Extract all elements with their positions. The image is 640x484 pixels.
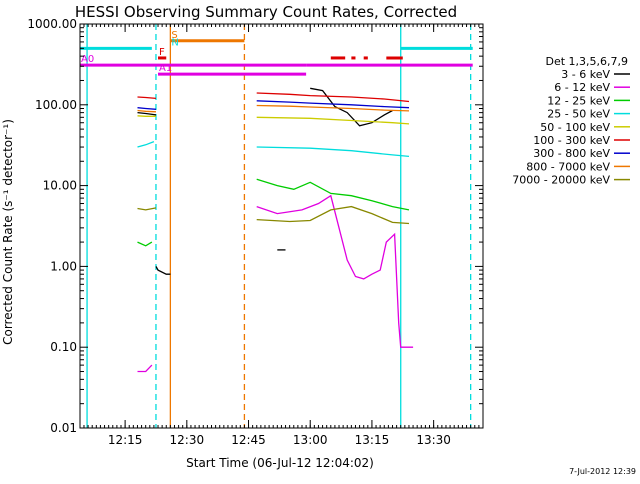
legend-entry-label: 25 - 50 keV (547, 108, 610, 121)
x-tick-label: 12:30 (170, 433, 205, 447)
series-line (137, 115, 156, 117)
series-line (137, 207, 157, 211)
legend-title: Det 1,3,5,6,7,9 (545, 55, 628, 68)
legend-entry-label: 800 - 7000 keV (526, 160, 610, 173)
y-axis-label: Corrected Count Rate (s⁻¹ detector⁻¹) (1, 119, 15, 345)
legend-entry-label: 7000 - 20000 keV (512, 174, 610, 187)
x-tick-label: 13:00 (293, 433, 328, 447)
series-line (155, 266, 171, 275)
series-line (256, 100, 410, 109)
x-tick-label: 12:15 (108, 433, 143, 447)
series-line (137, 96, 157, 100)
legend-entry-label: 6 - 12 keV (554, 81, 610, 94)
x-axis-label: Start Time (06-Jul-12 12:04:02) (186, 456, 374, 470)
series-line (137, 109, 157, 113)
legend-entry-label: 3 - 6 keV (561, 68, 610, 81)
series-line (256, 146, 410, 158)
series-line (137, 241, 153, 247)
series-line (256, 104, 410, 112)
series-line (137, 111, 157, 116)
flag-label: F (159, 47, 165, 58)
legend-entry-label: 50 - 100 keV (540, 121, 610, 134)
flag-label: A0 (81, 54, 94, 65)
legend-entry-label: 12 - 25 keV (547, 94, 610, 107)
y-tick-label: 100.00 (35, 98, 77, 112)
chart-title: HESSI Observing Summary Count Rates, Cor… (75, 3, 457, 21)
series-line (256, 178, 410, 211)
y-tick-label: 10.00 (43, 179, 77, 193)
series-line (137, 107, 157, 110)
y-tick-label: 0.10 (50, 340, 77, 354)
y-tick-label: 1000.00 (27, 17, 77, 31)
series-line (256, 194, 414, 348)
footer-timestamp: 7-Jul-2012 12:39 (569, 467, 636, 476)
x-tick-label: 12:45 (231, 433, 266, 447)
series-line (256, 92, 410, 103)
x-tick-label: 13:15 (355, 433, 390, 447)
series-line (137, 364, 153, 373)
plot-layer: SNF A0 A1 (80, 24, 473, 428)
series-line (256, 116, 410, 125)
legend-entry-label: 100 - 300 keV (533, 134, 610, 147)
flag-label: A1 (159, 63, 172, 74)
flag-label: N (171, 37, 178, 48)
series-line (256, 205, 410, 225)
y-tick-label: 0.01 (50, 421, 77, 435)
series-line (137, 140, 155, 148)
legend-entry-label: 300 - 800 keV (533, 147, 610, 160)
flag-label: S (171, 30, 177, 41)
x-tick-label: 13:30 (416, 433, 451, 447)
axes-layer: 0.01 0.10 1.00 10.00 100.00 1000.00 12:15 12:30… (27, 17, 484, 447)
series-line (310, 87, 393, 127)
y-tick-label: 1.00 (50, 259, 77, 273)
